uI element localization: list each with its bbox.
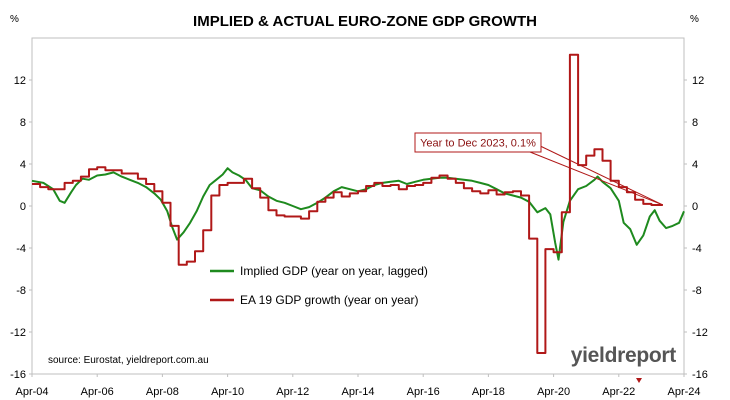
x-tick-label: Apr-22 <box>602 386 635 398</box>
marker-arrow-icon <box>636 378 642 383</box>
legend-label-implied: Implied GDP (year on year, lagged) <box>240 264 428 278</box>
annotation-label: Year to Dec 2023, 0.1% <box>420 138 536 150</box>
chart-title: IMPLIED & ACTUAL EURO-ZONE GDP GROWTH <box>193 13 537 30</box>
y-tick-label-right: -4 <box>692 243 702 255</box>
x-tick-label: Apr-08 <box>146 386 179 398</box>
y-tick-label-right: 4 <box>692 159 698 171</box>
series-layer <box>31 53 685 354</box>
annotation-leader-top <box>529 151 663 206</box>
annotation-leader-bottom <box>533 142 664 206</box>
annotation: Year to Dec 2023, 0.1% <box>414 132 664 206</box>
right-axis-unit: % <box>690 14 699 25</box>
annotation-box <box>414 132 542 153</box>
x-tick-label: Apr-24 <box>667 386 700 398</box>
y-tick-label-right: -12 <box>692 327 708 339</box>
left-axis-unit: % <box>10 14 19 25</box>
source-note: source: Eurostat, yieldreport.com.au <box>48 355 209 366</box>
x-tick-label: Apr-14 <box>341 386 374 398</box>
plot-frame <box>31 37 685 375</box>
left-axis: -16 -12 -8 -4 0 4 8 12 <box>10 75 32 381</box>
x-tick-label: Apr-06 <box>81 386 114 398</box>
x-tick-label: Apr-04 <box>15 386 48 398</box>
legend: Implied GDP (year on year, lagged) EA 19… <box>210 264 428 307</box>
y-tick-label-left: -16 <box>10 369 26 381</box>
series-line-ea19-gdp <box>32 53 663 354</box>
legend-label-ea19: EA 19 GDP growth (year on year) <box>240 293 419 307</box>
x-tick-label: Apr-12 <box>276 386 309 398</box>
y-tick-label-left: -4 <box>16 243 26 255</box>
y-tick-label-left: -12 <box>10 327 26 339</box>
brand-wordmark: yieldreport <box>571 344 677 367</box>
x-tick-label: Apr-16 <box>407 386 440 398</box>
y-tick-label-right: 8 <box>692 117 698 129</box>
y-tick-label-right: 0 <box>692 201 698 213</box>
x-tick-label: Apr-10 <box>211 386 244 398</box>
y-tick-label-left: 8 <box>20 117 26 129</box>
brand-logo: yieldreport <box>571 344 677 367</box>
y-tick-label-left: -8 <box>16 285 26 297</box>
y-tick-label-left: 4 <box>20 159 26 171</box>
y-tick-label-left: 12 <box>14 75 26 87</box>
right-axis: -16 -12 -8 -4 0 4 8 12 <box>684 75 708 381</box>
series-line-implied-gdp <box>31 167 685 261</box>
y-tick-label-right: 12 <box>692 75 704 87</box>
x-axis: Apr-04 Apr-06 Apr-08 Apr-10 Apr-12 Apr-14 Apr-… <box>15 374 701 398</box>
x-tick-label: Apr-18 <box>472 386 505 398</box>
y-tick-label-left: 0 <box>20 201 26 213</box>
y-tick-label-right: -8 <box>692 285 702 297</box>
y-tick-label-right: -16 <box>692 369 708 381</box>
x-tick-label: Apr-20 <box>537 386 570 398</box>
